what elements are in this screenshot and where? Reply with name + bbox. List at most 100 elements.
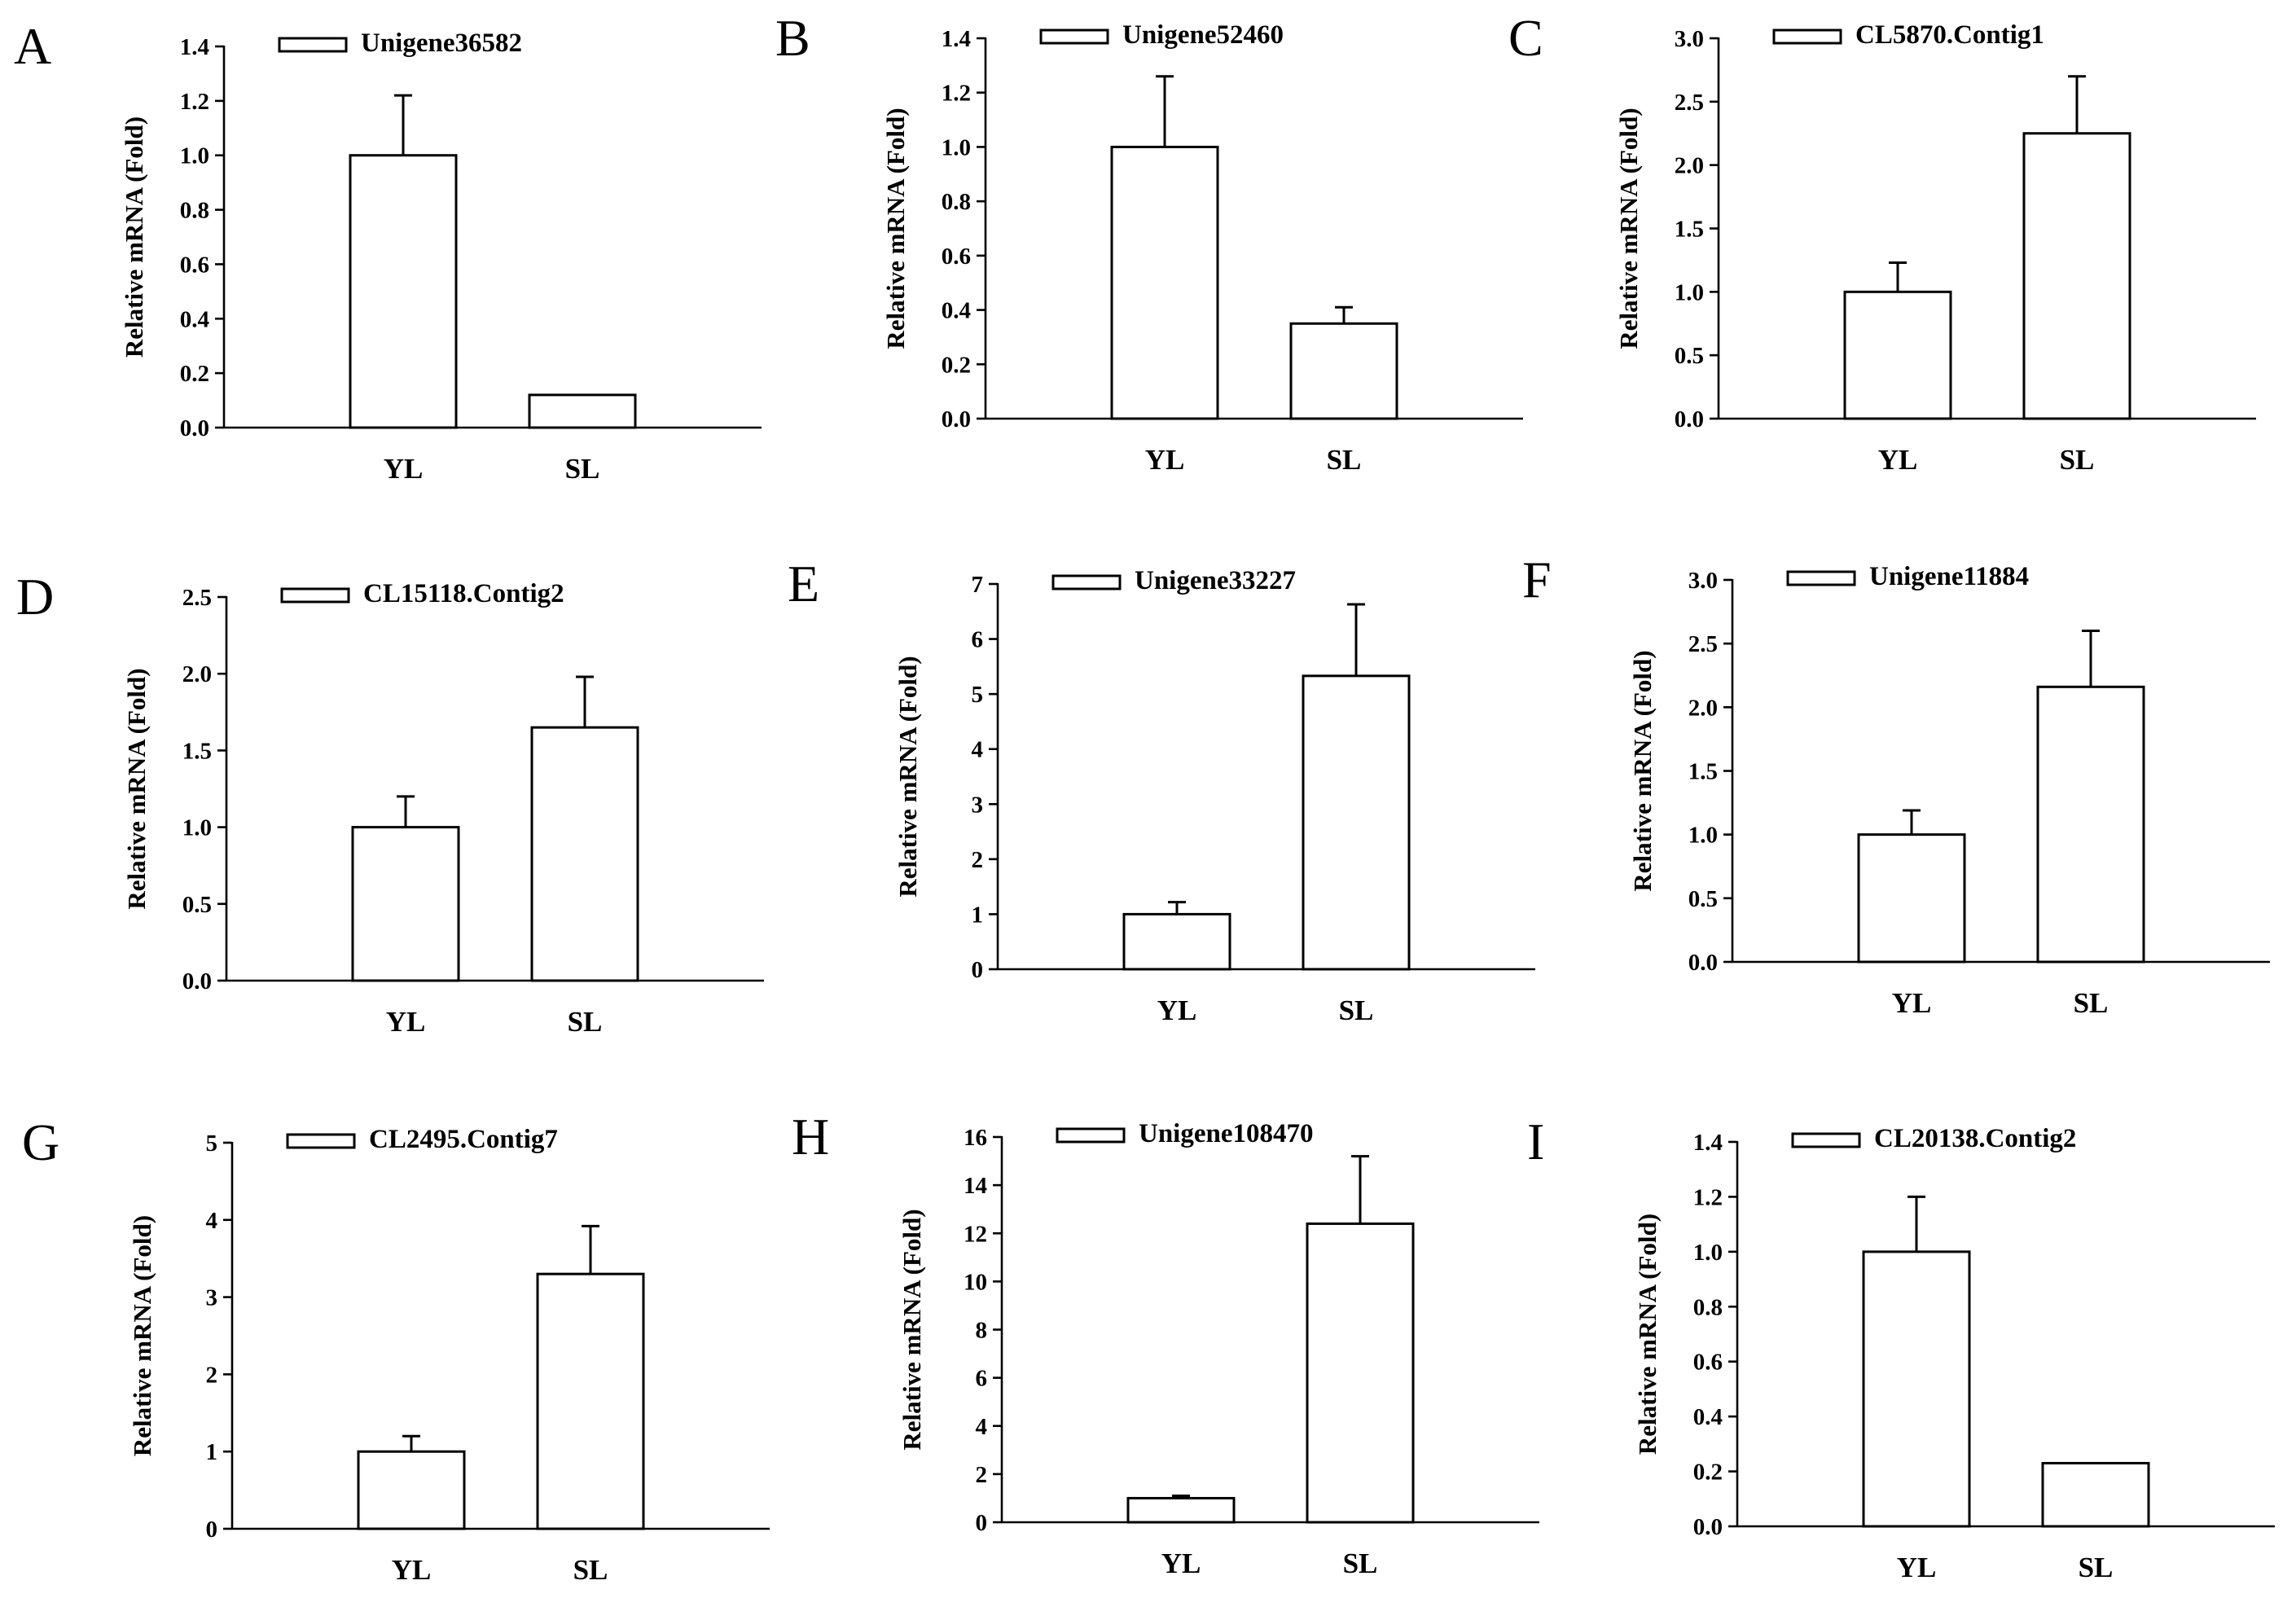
legend-swatch bbox=[1051, 574, 1122, 590]
panel-letter: G bbox=[22, 1113, 59, 1171]
y-tick-label: 0 bbox=[206, 1517, 218, 1543]
legend-label: CL20138.Contig2 bbox=[1874, 1124, 2076, 1153]
y-tick-label: 0.6 bbox=[1693, 1350, 1723, 1376]
legend-swatch bbox=[280, 587, 350, 604]
y-tick-label: 5 bbox=[972, 682, 984, 708]
panel-f: F 0.0 0.5 1.0 1.5 2.0 2.5 3.0 Relative mRNA (Fol… bbox=[1522, 551, 2270, 1019]
category-label-yl: YL bbox=[384, 453, 424, 485]
y-tick-label: 1.2 bbox=[180, 89, 209, 115]
category-label-yl: YL bbox=[1161, 1548, 1201, 1579]
panel-letter: D bbox=[16, 568, 54, 626]
y-axis-title: Relative mRNA (Fold) bbox=[898, 1209, 926, 1450]
legend-swatch bbox=[1039, 29, 1109, 45]
panel-letter: E bbox=[788, 555, 819, 612]
category-label-yl: YL bbox=[1157, 994, 1197, 1026]
y-tick-label: 2 bbox=[206, 1362, 218, 1388]
category-label-yl: YL bbox=[1897, 1552, 1937, 1583]
y-tick-label: 0.5 bbox=[1688, 886, 1718, 912]
y-tick-label: 0.2 bbox=[942, 352, 971, 378]
y-tick-label: 0.5 bbox=[182, 892, 212, 918]
y-axis-title: Relative mRNA (Fold) bbox=[1614, 108, 1643, 349]
y-tick-label: 1.5 bbox=[1675, 217, 1704, 243]
category-label-sl: SL bbox=[1327, 444, 1362, 476]
category-label-sl: SL bbox=[1343, 1548, 1378, 1579]
panel-letter: C bbox=[1508, 9, 1543, 67]
legend-swatch bbox=[278, 37, 348, 53]
category-label-sl: SL bbox=[573, 1554, 608, 1586]
y-tick-label: 1.0 bbox=[942, 134, 971, 160]
bar-sl bbox=[1289, 322, 1398, 420]
y-tick-label: 0.0 bbox=[1693, 1514, 1723, 1540]
y-tick-label: 0.6 bbox=[180, 252, 209, 278]
panel-e: E 0 1 2 3 4 5 6 7 Relative mRNA (Fold) YL SL Unigene… bbox=[788, 555, 1535, 1026]
bar-yl bbox=[357, 1450, 466, 1530]
legend-swatch bbox=[1791, 1132, 1861, 1148]
y-tick-label: 0.0 bbox=[1688, 950, 1718, 976]
panel-b: B 0.0 0.2 0.4 0.6 0.8 1.0 1.2 1.4 Relative mRNA (… bbox=[775, 9, 1523, 476]
y-tick-label: 0 bbox=[972, 957, 984, 983]
y-tick-label: 16 bbox=[964, 1125, 987, 1151]
legend-swatch bbox=[1056, 1127, 1126, 1144]
y-tick-label: 1.5 bbox=[1688, 759, 1718, 785]
bar-yl bbox=[351, 826, 460, 982]
legend-label: Unigene108470 bbox=[1139, 1119, 1314, 1148]
category-label-yl: YL bbox=[1878, 444, 1918, 476]
y-tick-label: 0.0 bbox=[1675, 406, 1704, 432]
y-tick-label: 2 bbox=[972, 847, 984, 873]
y-axis-title: Relative mRNA (Fold) bbox=[893, 656, 922, 897]
y-tick-label: 1 bbox=[972, 902, 984, 928]
y-tick-label: 0.2 bbox=[180, 361, 209, 387]
y-tick-label: 3.0 bbox=[1675, 26, 1704, 52]
y-axis-title: Relative mRNA (Fold) bbox=[1628, 650, 1657, 891]
y-tick-label: 1.0 bbox=[1675, 279, 1704, 305]
y-tick-label: 0.6 bbox=[942, 244, 971, 270]
y-tick-label: 0.0 bbox=[942, 406, 971, 432]
legend-label: Unigene36582 bbox=[361, 29, 522, 58]
y-axis-title: Relative mRNA (Fold) bbox=[120, 116, 148, 358]
y-tick-label: 2.0 bbox=[1688, 695, 1718, 721]
y-tick-label: 2.5 bbox=[1688, 631, 1718, 657]
y-tick-label: 1.0 bbox=[182, 815, 212, 841]
panel-letter: B bbox=[775, 9, 810, 67]
panel-d: D 0.0 0.5 1.0 1.5 2.0 2.5 Relative mRNA (Fold) Y… bbox=[16, 568, 764, 1038]
category-label-sl: SL bbox=[2074, 987, 2109, 1019]
y-tick-label: 1.4 bbox=[942, 26, 971, 52]
legend-label: CL15118.Contig2 bbox=[363, 579, 564, 608]
y-tick-label: 3.0 bbox=[1688, 568, 1718, 594]
y-tick-label: 1.0 bbox=[1693, 1240, 1723, 1266]
legend-swatch bbox=[1772, 29, 1842, 45]
y-tick-label: 2.0 bbox=[182, 661, 212, 687]
bar-sl bbox=[536, 1272, 645, 1530]
y-tick-label: 2.5 bbox=[182, 585, 212, 611]
y-tick-label: 1.5 bbox=[182, 738, 212, 764]
category-label-sl: SL bbox=[2079, 1552, 2114, 1583]
y-axis-title: Relative mRNA (Fold) bbox=[122, 668, 151, 909]
category-label-sl: SL bbox=[2060, 444, 2095, 476]
category-label-yl: YL bbox=[1145, 444, 1185, 476]
y-tick-label: 4 bbox=[972, 737, 984, 763]
y-tick-label: 1.4 bbox=[180, 34, 209, 60]
y-tick-label: 1.0 bbox=[180, 143, 209, 169]
legend-label: Unigene52460 bbox=[1122, 20, 1284, 50]
y-tick-label: 2.0 bbox=[1675, 153, 1704, 179]
y-tick-label: 4 bbox=[976, 1414, 988, 1440]
panel-letter: I bbox=[1527, 1113, 1544, 1170]
y-tick-label: 1.0 bbox=[1688, 823, 1718, 849]
y-tick-label: 2.5 bbox=[1675, 90, 1704, 116]
category-label-yl: YL bbox=[386, 1006, 426, 1038]
y-tick-label: 1.2 bbox=[942, 81, 971, 107]
panel-letter: A bbox=[14, 17, 51, 75]
y-tick-label: 0.8 bbox=[1693, 1294, 1723, 1320]
bar-yl bbox=[1126, 1496, 1236, 1524]
y-tick-label: 0.4 bbox=[942, 298, 971, 324]
y-tick-label: 0.4 bbox=[180, 306, 209, 332]
bar-sl bbox=[1306, 1222, 1415, 1524]
y-tick-label: 0.8 bbox=[942, 189, 971, 215]
y-tick-label: 0.0 bbox=[182, 968, 212, 994]
bar-yl bbox=[1862, 1250, 1971, 1528]
panel-i: I 0.0 0.2 0.4 0.6 0.8 1.0 1.2 1.4 Relative mRNA (… bbox=[1527, 1113, 2275, 1583]
panel-letter: H bbox=[792, 1108, 829, 1166]
y-tick-label: 12 bbox=[964, 1221, 987, 1247]
y-tick-label: 5 bbox=[206, 1130, 218, 1157]
y-tick-label: 3 bbox=[972, 792, 984, 818]
